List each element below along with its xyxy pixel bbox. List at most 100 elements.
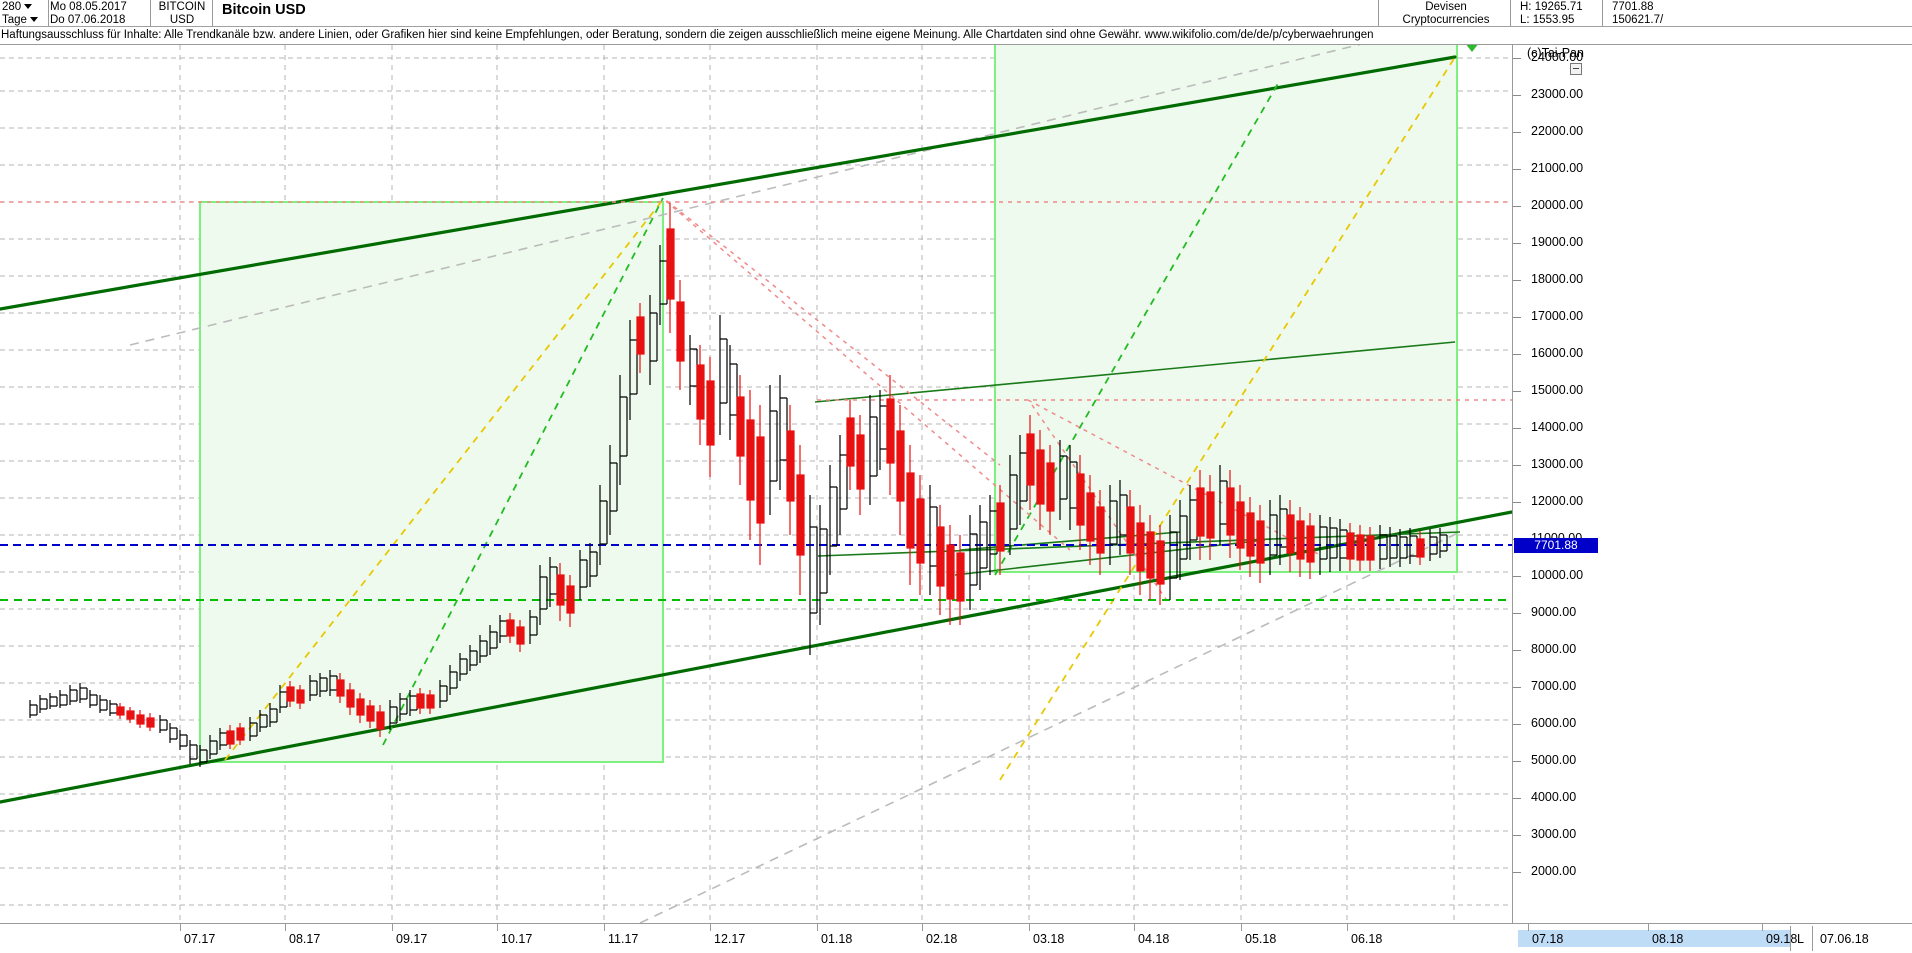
axis-label: 10.17 xyxy=(501,932,533,946)
axis-tick xyxy=(1513,391,1521,392)
axis-tick xyxy=(1513,95,1521,96)
axis-label: 16000.00 xyxy=(1531,346,1584,360)
last-date-label: 07.06.18 xyxy=(1820,932,1869,946)
axis-label: 01.18 xyxy=(821,932,853,946)
axis-label: 08.17 xyxy=(289,932,321,946)
axis-label: 11.17 xyxy=(608,932,639,946)
disclaimer-text: Haftungsausschluss für Inhalte: Alle Tre… xyxy=(1,29,1374,41)
scale-mode-label[interactable]: L xyxy=(1797,932,1804,946)
axis-tick xyxy=(497,924,498,931)
vertical-gridlines xyxy=(179,45,1455,923)
axis-label: 4000.00 xyxy=(1531,790,1577,804)
guide-fan-yellow xyxy=(224,56,1456,781)
axis-tick xyxy=(1134,924,1135,931)
axis-tick xyxy=(1029,924,1030,931)
axis-label: 03.18 xyxy=(1033,932,1065,946)
date-from-field[interactable]: Mo 08.05.2017 xyxy=(50,1,127,13)
asset-group-label: Cryptocurrencies xyxy=(1402,14,1490,26)
axis-label: 2000.00 xyxy=(1531,864,1577,878)
axis-tick xyxy=(1513,280,1521,281)
axis-tick xyxy=(1513,576,1521,577)
axis-label: 04.18 xyxy=(1138,932,1170,946)
axis-label: 20000.00 xyxy=(1531,198,1584,212)
axis-tick xyxy=(1513,761,1521,762)
copyright-label: (c)Tai-Pan xyxy=(1527,46,1584,60)
forecast-range-highlight[interactable] xyxy=(1518,930,1790,947)
axis-label: 12.17 xyxy=(714,932,746,946)
collapse-axis-button[interactable] xyxy=(1570,63,1582,75)
disclaimer-bar: Haftungsausschluss für Inhalte: Alle Tre… xyxy=(0,27,1912,45)
axis-tick xyxy=(1513,650,1521,651)
axis-tick xyxy=(1513,502,1521,503)
axis-label: 21000.00 xyxy=(1531,161,1584,175)
axis-label: 3000.00 xyxy=(1531,827,1577,841)
axis-label: 07.17 xyxy=(184,932,216,946)
axis-label: 06.18 xyxy=(1351,932,1383,946)
axis-tick xyxy=(1513,613,1521,614)
axis-label: 22000.00 xyxy=(1531,124,1584,138)
axis-label: 10000.00 xyxy=(1531,568,1584,582)
toolbar-divider xyxy=(48,0,49,26)
highlight-box-left xyxy=(199,201,664,763)
date-to-field[interactable]: Do 07.06.2018 xyxy=(50,14,126,26)
axis-divider xyxy=(1790,926,1791,951)
axis-tick xyxy=(1513,687,1521,688)
axis-tick xyxy=(604,924,605,931)
axis-tick xyxy=(710,924,711,931)
high-value: H: 19265.71 xyxy=(1520,1,1583,13)
time-axis[interactable]: 07.17 08.17 09.17 10.17 11.17 12.17 01.1… xyxy=(0,923,1912,953)
axis-tick xyxy=(285,924,286,931)
axis-tick xyxy=(1513,724,1521,725)
period-count-dropdown[interactable]: 280 xyxy=(2,1,48,14)
axis-label: 07.18 xyxy=(1532,932,1564,946)
toolbar-divider xyxy=(150,0,151,26)
axis-tick xyxy=(1513,243,1521,244)
axis-tick xyxy=(1347,924,1348,931)
outer-channel-grey xyxy=(129,45,1461,923)
session-marker-icon xyxy=(1465,45,1479,52)
axis-tick xyxy=(1513,206,1521,207)
low-value: L: 1553.95 xyxy=(1520,14,1575,26)
axis-tick xyxy=(1513,798,1521,799)
axis-tick xyxy=(392,924,393,931)
page-title: Bitcoin USD xyxy=(222,2,306,18)
period-unit-dropdown[interactable]: Tage xyxy=(2,14,48,27)
axis-tick xyxy=(1513,872,1521,873)
axis-label: 9000.00 xyxy=(1531,605,1577,619)
axis-tick xyxy=(1513,169,1521,170)
axis-label: 24000.00 xyxy=(1531,50,1584,64)
axis-label: 5000.00 xyxy=(1531,753,1577,767)
axis-tick xyxy=(1513,58,1521,59)
axis-tick xyxy=(1528,924,1529,931)
last-price-value: 7701.88 xyxy=(1612,1,1654,13)
axis-label: 15000.00 xyxy=(1531,383,1584,397)
axis-tick xyxy=(817,924,818,931)
axis-label: 02.18 xyxy=(926,932,958,946)
axis-label: 18000.00 xyxy=(1531,272,1584,286)
axis-label: 19000.00 xyxy=(1531,235,1584,249)
toolbar-divider xyxy=(212,0,213,26)
axis-tick xyxy=(1648,924,1649,931)
price-axis[interactable]: (c)Tai-Pan 24000.00 23000.00 22000.00 21… xyxy=(1512,45,1912,923)
toolbar-divider xyxy=(1602,0,1603,26)
axis-label: 13000.00 xyxy=(1531,457,1584,471)
axis-tick xyxy=(180,924,181,931)
volume-value: 150621.7/ xyxy=(1612,14,1664,26)
price-chart-canvas[interactable] xyxy=(0,45,1512,923)
axis-label: 05.18 xyxy=(1245,932,1277,946)
highlight-box-right xyxy=(994,45,1458,573)
axis-divider xyxy=(1812,926,1813,951)
axis-tick xyxy=(1513,835,1521,836)
chart-toolbar: 280 Tage Mo 08.05.2017 Do 07.06.2018 BIT… xyxy=(0,0,1912,27)
axis-label: 17000.00 xyxy=(1531,309,1584,323)
axis-label: 12000.00 xyxy=(1531,494,1584,508)
axis-tick xyxy=(1513,465,1521,466)
toolbar-divider xyxy=(1510,0,1511,26)
axis-tick xyxy=(1762,924,1763,931)
candlestick-series xyxy=(29,203,1448,767)
axis-tick xyxy=(1513,317,1521,318)
axis-label: 14000.00 xyxy=(1531,420,1584,434)
axis-label: 08.18 xyxy=(1652,932,1684,946)
symbol-name: BITCOIN xyxy=(158,1,206,13)
axis-tick xyxy=(1513,428,1521,429)
